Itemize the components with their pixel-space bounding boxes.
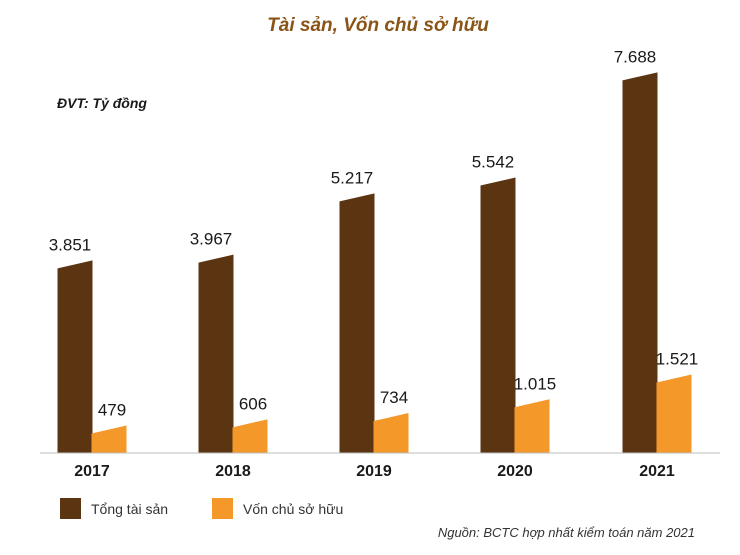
data-label-von-chu-so-huu-2021: 1.521: [656, 349, 699, 368]
bar-tong-tai-san-2017: [57, 260, 93, 453]
legend-label-tong-tai-san: Tổng tài sản: [91, 501, 168, 517]
legend: Tổng tài sản Vốn chủ sở hữu: [60, 498, 343, 519]
data-label-von-chu-so-huu-2018: 606: [239, 394, 267, 413]
data-label-von-chu-so-huu-2017: 479: [98, 401, 126, 420]
data-label-von-chu-so-huu-2020: 1.015: [514, 374, 557, 393]
data-label-von-chu-so-huu-2019: 734: [380, 388, 408, 407]
x-tick-2017: 2017: [74, 463, 110, 480]
bar-von-chu-so-huu-2021: [656, 374, 692, 453]
x-tick-2020: 2020: [497, 463, 533, 480]
bar-tong-tai-san-2018: [198, 254, 234, 453]
plot-area: 3.851 479 2017 3.967 606 2018 5.217 734 2019 5.54…: [49, 47, 699, 480]
data-label-tong-tai-san-2021: 7.688: [614, 47, 657, 66]
data-label-tong-tai-san-2019: 5.217: [331, 168, 374, 187]
x-tick-2018: 2018: [215, 463, 251, 480]
bar-von-chu-so-huu-2017: [91, 425, 127, 453]
bar-von-chu-so-huu-2018: [232, 419, 268, 453]
legend-label-von-chu-so-huu: Vốn chủ sở hữu: [243, 501, 343, 517]
data-label-tong-tai-san-2018: 3.967: [190, 230, 233, 249]
bar-tong-tai-san-2021: [622, 72, 658, 453]
bar-tong-tai-san-2020: [480, 177, 516, 453]
bar-tong-tai-san-2019: [339, 193, 375, 453]
legend-swatch-von-chu-so-huu: [212, 498, 233, 519]
source-note: Nguồn: BCTC hợp nhất kiểm toán năm 2021: [438, 525, 695, 540]
data-label-tong-tai-san-2020: 5.542: [472, 153, 515, 172]
bar-von-chu-so-huu-2020: [514, 399, 550, 453]
legend-swatch-tong-tai-san: [60, 498, 81, 519]
x-tick-2021: 2021: [639, 463, 675, 480]
bar-von-chu-so-huu-2019: [373, 413, 409, 453]
data-label-tong-tai-san-2017: 3.851: [49, 235, 92, 254]
unit-label: ĐVT: Tỷ đồng: [57, 95, 147, 111]
x-tick-2019: 2019: [356, 463, 392, 480]
chart-title: Tài sản, Vốn chủ sở hữu: [267, 15, 489, 36]
